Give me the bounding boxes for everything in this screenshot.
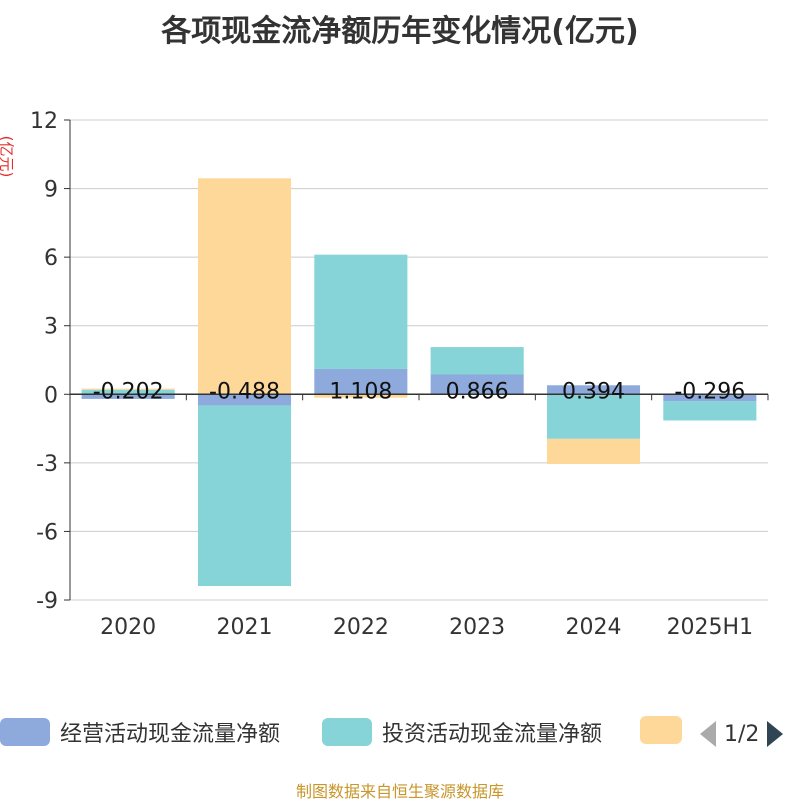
bar-segment <box>81 394 175 399</box>
bar-segment <box>314 254 408 369</box>
y-tick-label: 12 <box>30 109 58 134</box>
legend-swatch-financing <box>640 716 682 744</box>
bar-segment <box>430 347 524 375</box>
y-tick-label: 6 <box>44 246 58 271</box>
gridlines <box>70 119 768 601</box>
data-labels: -0.202 -0.488 1.108 0.866 0.394 -0.296 <box>93 379 746 404</box>
legend-pager: 1/2 <box>700 716 784 752</box>
legend-item-investing[interactable]: 投资活动现金流量净额 <box>322 716 602 748</box>
bars <box>81 178 757 587</box>
data-label: 1.108 <box>329 379 392 404</box>
legend-item-operating[interactable]: 经营活动现金流量净额 <box>0 716 280 748</box>
x-tick-label: 2020 <box>100 615 156 640</box>
data-label: 0.866 <box>446 379 509 404</box>
bar-segment <box>314 394 408 398</box>
x-tick-label: 2025H1 <box>667 615 754 640</box>
legend-swatch-investing <box>322 718 372 746</box>
bar-segment <box>430 374 524 395</box>
bar-segment <box>663 394 757 402</box>
bar-segment <box>81 389 175 395</box>
data-label: -0.296 <box>674 379 745 404</box>
y-tick-label: -9 <box>36 589 58 614</box>
legend-page-indicator: 1/2 <box>724 721 760 747</box>
legend-item-financing[interactable] <box>640 716 682 744</box>
y-tick-label: 3 <box>44 315 58 340</box>
chart-title: 各项现金流净额历年变化情况(亿元) <box>161 14 639 49</box>
y-tick-label: 9 <box>44 178 58 203</box>
bar-segment <box>314 368 408 395</box>
x-tick-label: 2023 <box>449 615 505 640</box>
bar-segment <box>81 388 175 390</box>
bar-segment <box>197 178 292 395</box>
chevron-right-icon[interactable] <box>767 721 784 747</box>
bar-segment <box>197 394 292 406</box>
legend-swatch-operating <box>0 718 50 746</box>
legend-label-investing: 投资活动现金流量净额 <box>382 722 603 747</box>
axes: 12 9 6 3 0 -3 -6 -9 2020 2021 2022 2023 2024 2025H1 <box>30 109 769 640</box>
bar-segment <box>546 394 641 439</box>
bar-segment <box>546 385 641 395</box>
chevron-left-icon[interactable] <box>700 721 716 747</box>
x-tick-label: 2022 <box>333 615 389 640</box>
x-tick-label: 2024 <box>566 615 622 640</box>
y-tick-label: -6 <box>36 520 58 545</box>
data-label: 0.394 <box>562 379 625 404</box>
x-tick-label: 2021 <box>217 615 273 640</box>
bar-segment <box>546 438 641 464</box>
legend: 经营活动现金流量净额 投资活动现金流量净额 1/2 <box>0 716 800 756</box>
y-tick-label: -3 <box>36 452 58 477</box>
y-tick-label: 0 <box>44 383 58 408</box>
data-label: -0.488 <box>209 379 280 404</box>
bar-segment <box>197 405 292 587</box>
data-label: -0.202 <box>93 379 164 404</box>
data-source-footer: 制图数据来自恒生聚源数据库 <box>295 782 504 801</box>
legend-label-operating: 经营活动现金流量净额 <box>60 722 281 747</box>
bar-segment <box>663 401 757 421</box>
